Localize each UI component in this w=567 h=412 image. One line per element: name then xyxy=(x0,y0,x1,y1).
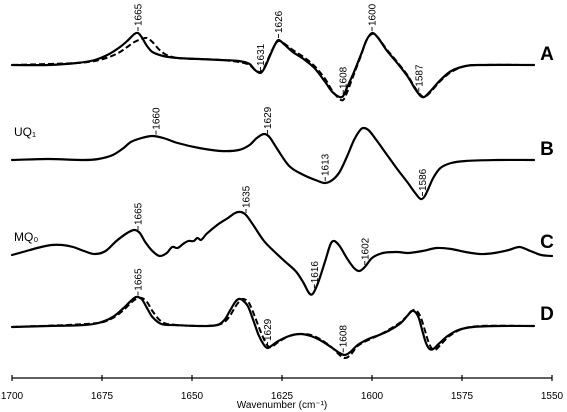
x-tick-label: 1650 xyxy=(181,391,204,402)
peak-label: 1629 xyxy=(263,318,274,341)
peak-label: 1665 xyxy=(134,3,145,26)
peak-label: 1608 xyxy=(339,325,350,348)
x-tick-label: 1700 xyxy=(1,391,24,402)
sample-label: UQ₁ xyxy=(14,125,36,139)
trace-d: D 1665 1629 1608 xyxy=(10,268,554,360)
trace-c: C MQ₀ 1665 1635 1616 1602 xyxy=(10,185,554,296)
x-tick-label: 1575 xyxy=(451,391,474,402)
trace-c-solid-line xyxy=(10,210,554,296)
peak-label: 1616 xyxy=(310,261,321,284)
peak-label: 1635 xyxy=(242,185,253,208)
x-tick-label: 1675 xyxy=(91,391,114,402)
peak-label: 1613 xyxy=(321,153,332,176)
x-tick-label: 1625 xyxy=(271,391,294,402)
x-tick-label: 1550 xyxy=(541,391,564,402)
x-axis-title: Wavenumber (cm⁻¹) xyxy=(237,400,327,411)
peak-label: 1660 xyxy=(152,107,163,130)
peak-label: 1665 xyxy=(134,202,145,225)
trace-label-b: B xyxy=(540,139,554,160)
trace-d-solid-line xyxy=(10,295,536,357)
peak-label: 1626 xyxy=(274,10,285,33)
trace-label-d: D xyxy=(540,304,554,325)
peak-label: 1586 xyxy=(418,168,429,191)
trace-a-solid-line xyxy=(10,31,536,99)
peak-label: 1608 xyxy=(339,66,350,89)
peak-label: 1629 xyxy=(263,106,274,129)
peak-label: 1587 xyxy=(414,64,425,87)
trace-a: A 1665 1631 1626 1608 1600 1587 xyxy=(10,3,554,102)
peak-label: 1602 xyxy=(360,237,371,260)
x-tick-label: 1600 xyxy=(361,391,384,402)
trace-label-a: A xyxy=(540,44,554,65)
peak-label: 1600 xyxy=(368,3,379,26)
peak-label: 1665 xyxy=(134,268,145,291)
sample-label: MQ₀ xyxy=(14,230,38,244)
x-axis: 1700 1675 1650 1625 1600 1575 1550 Wavenumber (… xyxy=(1,375,564,411)
trace-label-c: C xyxy=(540,232,554,253)
peak-label: 1631 xyxy=(256,43,267,66)
trace-b-solid-line xyxy=(10,126,536,201)
trace-b: B UQ₁ 1660 1629 1613 1586 xyxy=(10,106,554,201)
